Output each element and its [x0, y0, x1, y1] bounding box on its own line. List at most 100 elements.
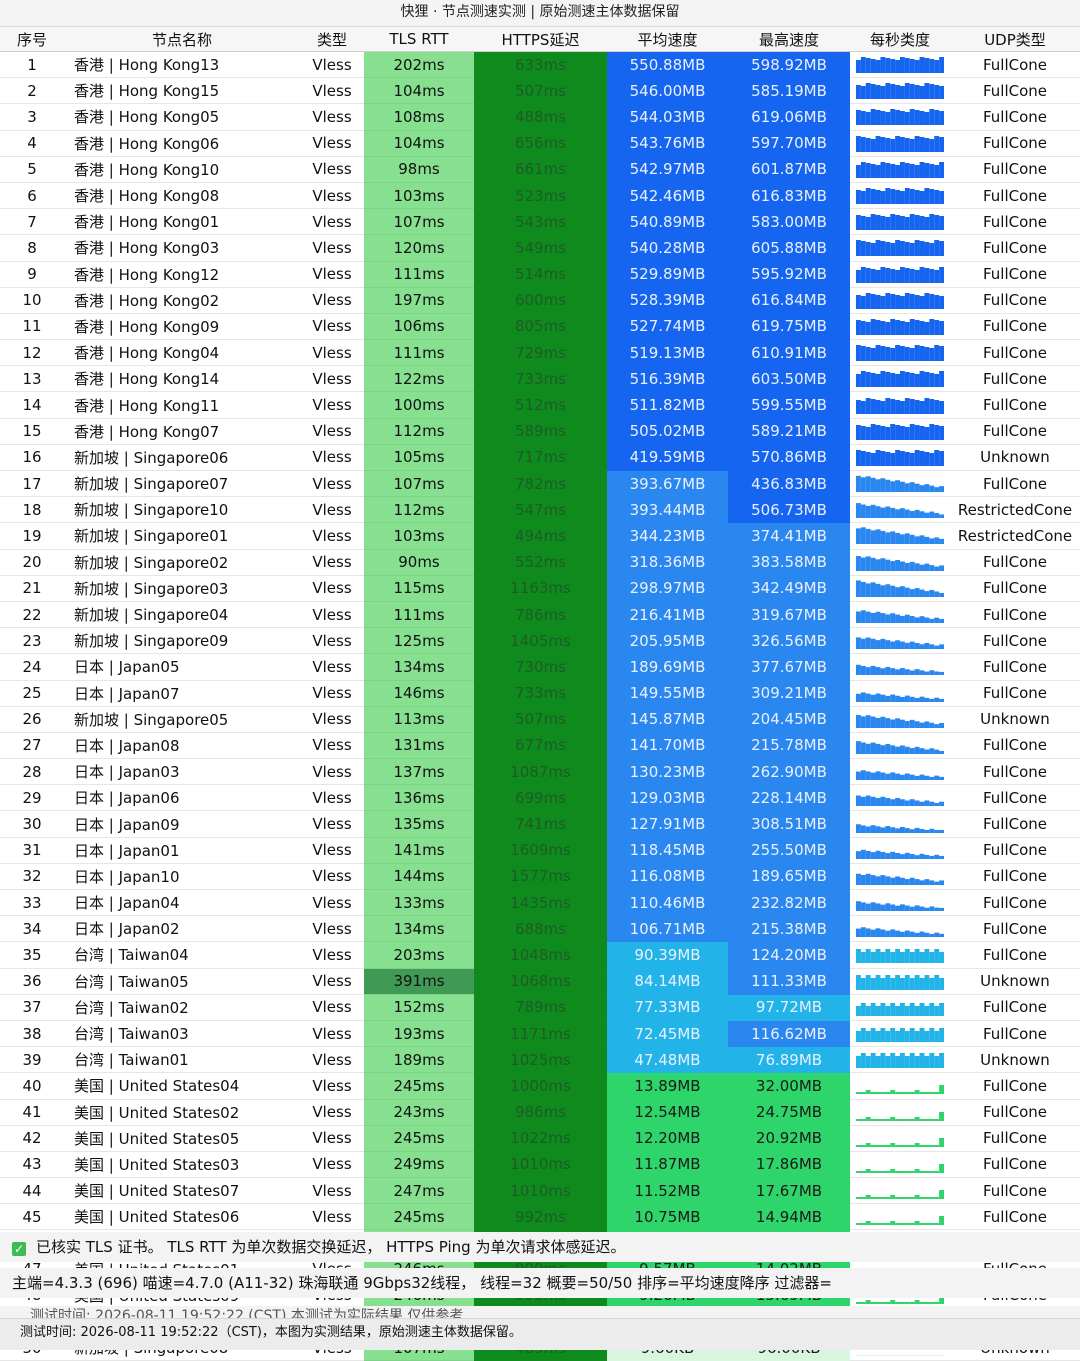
table-row[interactable]: 43 美国 | United States03 Vless 249ms 1010ms 11…: [0, 1151, 1080, 1179]
node-type: Vless: [300, 732, 364, 760]
sparkline-bar: [870, 398, 876, 414]
table-row[interactable]: 41 美国 | United States02 Vless 243ms 986ms 12.…: [0, 1099, 1080, 1126]
max-speed: 616.84MB: [728, 287, 850, 314]
col-header-index[interactable]: 序号: [0, 27, 64, 52]
sparkline-bar: [904, 1056, 910, 1069]
table-row[interactable]: 40 美国 | United States04 Vless 245ms 1000ms 13…: [0, 1072, 1080, 1100]
table-row[interactable]: 12 香港 | Hong Kong04 Vless 111ms 729ms 519.13M…: [0, 339, 1080, 367]
sparkline-bar: [914, 669, 920, 676]
table-row[interactable]: 35 台湾 | Taiwan04 Vless 203ms 1048ms 90.39MB 12…: [0, 941, 1080, 969]
table-row[interactable]: 33 日本 | Japan04 Vless 133ms 1435ms 110.46MB 23…: [0, 889, 1080, 917]
table-row[interactable]: 31 日本 | Japan01 Vless 141ms 1609ms 118.45MB 25…: [0, 837, 1080, 864]
sparkline-bar: [885, 532, 891, 545]
row-index: 38: [0, 1020, 64, 1048]
sparkline-bar: [900, 320, 905, 335]
sparkline-bar: [909, 1092, 915, 1095]
table-row[interactable]: 26 新加坡 | Singapore05 Vless 113ms 507ms 145.87…: [0, 706, 1080, 733]
sparkline-bar: [924, 451, 930, 466]
tls-rtt: 189ms: [364, 1046, 474, 1074]
table-row[interactable]: 7 香港 | Hong Kong01 Vless 107ms 543ms 540.89MB…: [0, 208, 1080, 236]
col-header-https-latency[interactable]: HTTPS延迟: [474, 27, 607, 52]
sparkline-bar: [900, 1144, 905, 1147]
table-row[interactable]: 2 香港 | Hong Kong15 Vless 104ms 507ms 546.00MB…: [0, 77, 1080, 105]
table-row[interactable]: 14 香港 | Hong Kong11 Vless 100ms 512ms 511.82M…: [0, 391, 1080, 419]
table-row[interactable]: 5 香港 | Hong Kong10 Vless 98ms 661ms 542.97MB 6…: [0, 156, 1080, 183]
sparkline-bar: [860, 371, 866, 388]
table-row[interactable]: 23 新加坡 | Singapore09 Vless 125ms 1405ms 205.9…: [0, 627, 1080, 655]
table-row[interactable]: 4 香港 | Hong Kong06 Vless 104ms 656ms 543.76MB…: [0, 130, 1080, 157]
sparkline-bar: [939, 86, 944, 100]
table-row[interactable]: 8 香港 | Hong Kong03 Vless 120ms 549ms 540.28MB…: [0, 234, 1080, 262]
table-row[interactable]: 29 日本 | Japan06 Vless 136ms 699ms 129.03MB 228…: [0, 784, 1080, 812]
sparkline-bar: [860, 874, 866, 885]
table-row[interactable]: 18 新加坡 | Singapore10 Vless 112ms 547ms 393.44…: [0, 496, 1080, 524]
table-row[interactable]: 3 香港 | Hong Kong05 Vless 108ms 488ms 544.03MB…: [0, 103, 1080, 131]
table-row[interactable]: 34 日本 | Japan02 Vless 134ms 688ms 106.71MB 215…: [0, 915, 1080, 943]
table-row[interactable]: 13 香港 | Hong Kong14 Vless 122ms 733ms 516.39M…: [0, 365, 1080, 393]
sparkline-bar: [919, 86, 925, 100]
node-name: 新加坡 | Singapore07: [64, 470, 300, 498]
table-row[interactable]: 17 新加坡 | Singapore07 Vless 107ms 782ms 393.67…: [0, 470, 1080, 498]
table-row[interactable]: 9 香港 | Hong Kong12 Vless 111ms 514ms 529.89MB…: [0, 261, 1080, 288]
table-row[interactable]: 45 美国 | United States06 Vless 245ms 992ms 10.…: [0, 1203, 1080, 1231]
https-latency: 507ms: [474, 77, 607, 105]
sparkline-bar: [929, 189, 935, 205]
col-header-type[interactable]: 类型: [300, 27, 364, 52]
table-row[interactable]: 10 香港 | Hong Kong02 Vless 197ms 600ms 528.39M…: [0, 287, 1080, 314]
col-header-per-second[interactable]: 每秒类度: [850, 27, 950, 52]
sparkline-bar: [909, 535, 915, 545]
table-row[interactable]: 42 美国 | United States05 Vless 245ms 1022ms 12…: [0, 1125, 1080, 1152]
tls-rtt: 111ms: [364, 601, 474, 629]
node-type: Vless: [300, 365, 364, 393]
node-type: Vless: [300, 653, 364, 681]
table-row[interactable]: 25 日本 | Japan07 Vless 146ms 733ms 149.55MB 309…: [0, 680, 1080, 707]
node-type: Vless: [300, 156, 364, 183]
table-row[interactable]: 32 日本 | Japan10 Vless 144ms 1577ms 116.08MB 18…: [0, 863, 1080, 891]
sparkline-bar: [885, 773, 891, 781]
table-row[interactable]: 21 新加坡 | Singapore03 Vless 115ms 1163ms 298.9…: [0, 575, 1080, 602]
sparkline-bar: [900, 371, 905, 388]
tls-rtt: 243ms: [364, 1099, 474, 1126]
table-row[interactable]: 16 新加坡 | Singapore06 Vless 105ms 717ms 419.59…: [0, 444, 1080, 472]
sparkline-bar: [939, 514, 944, 519]
table-row[interactable]: 36 台湾 | Taiwan05 Vless 391ms 1068ms 84.14MB 11…: [0, 968, 1080, 995]
col-header-name[interactable]: 节点名称: [64, 27, 300, 52]
table-row[interactable]: 6 香港 | Hong Kong08 Vless 103ms 523ms 542.46MB…: [0, 182, 1080, 210]
col-header-max-speed[interactable]: 最高速度: [728, 27, 850, 52]
table-row[interactable]: 30 日本 | Japan09 Vless 135ms 741ms 127.91MB 308…: [0, 810, 1080, 838]
table-row[interactable]: 28 日本 | Japan03 Vless 137ms 1087ms 130.23MB 26…: [0, 758, 1080, 786]
table-row[interactable]: 20 新加坡 | Singapore02 Vless 90ms 552ms 318.36M…: [0, 549, 1080, 576]
col-header-tls-rtt[interactable]: TLS RTT: [364, 27, 474, 52]
sparkline-bar: [856, 240, 861, 257]
sparkline-bar: [909, 214, 915, 231]
sparkline-bar: [875, 667, 881, 676]
table-row[interactable]: 1 香港 | Hong Kong13 Vless 202ms 633ms 550.88MB…: [0, 51, 1080, 79]
table-row[interactable]: 15 香港 | Hong Kong07 Vless 112ms 589ms 505.02M…: [0, 418, 1080, 445]
sparkline-chart: [856, 292, 944, 309]
col-header-avg-speed[interactable]: 平均速度: [607, 27, 728, 52]
sparkline-bar: [885, 1197, 891, 1200]
table-row[interactable]: 22 新加坡 | Singapore04 Vless 111ms 786ms 216.41…: [0, 601, 1080, 629]
table-row[interactable]: 44 美国 | United States07 Vless 247ms 1010ms 11…: [0, 1177, 1080, 1205]
sparkline-bar: [875, 1118, 881, 1121]
sparkline-bar: [934, 1005, 940, 1016]
col-header-udp-type[interactable]: UDP类型: [950, 27, 1080, 52]
sparkline-bar: [924, 1118, 930, 1121]
sparkline-bar: [860, 1301, 866, 1304]
avg-speed: 72.45MB: [607, 1020, 728, 1048]
table-row[interactable]: 27 日本 | Japan08 Vless 131ms 677ms 141.70MB 215…: [0, 732, 1080, 760]
sparkline-bar: [900, 241, 905, 257]
table-row[interactable]: 19 新加坡 | Singapore01 Vless 103ms 494ms 344.23…: [0, 522, 1080, 550]
table-row[interactable]: 37 台湾 | Taiwan02 Vless 152ms 789ms 77.33MB 97.…: [0, 994, 1080, 1021]
table-row[interactable]: 11 香港 | Hong Kong09 Vless 106ms 805ms 527.74M…: [0, 313, 1080, 341]
sparkline-bar: [870, 477, 876, 493]
sparkline-bar: [934, 345, 940, 362]
table-row[interactable]: 38 台湾 | Taiwan03 Vless 193ms 1171ms 72.45MB 11…: [0, 1020, 1080, 1048]
sparkline-bar: [885, 188, 891, 205]
sparkline-bar: [919, 346, 925, 362]
sparkline-bar: [929, 589, 935, 597]
sparkline-chart: [856, 83, 944, 100]
sparkline-bar: [929, 268, 935, 283]
table-row[interactable]: 39 台湾 | Taiwan01 Vless 189ms 1025ms 47.48MB 76…: [0, 1046, 1080, 1074]
table-row[interactable]: 24 日本 | Japan05 Vless 134ms 730ms 189.69MB 377…: [0, 653, 1080, 681]
